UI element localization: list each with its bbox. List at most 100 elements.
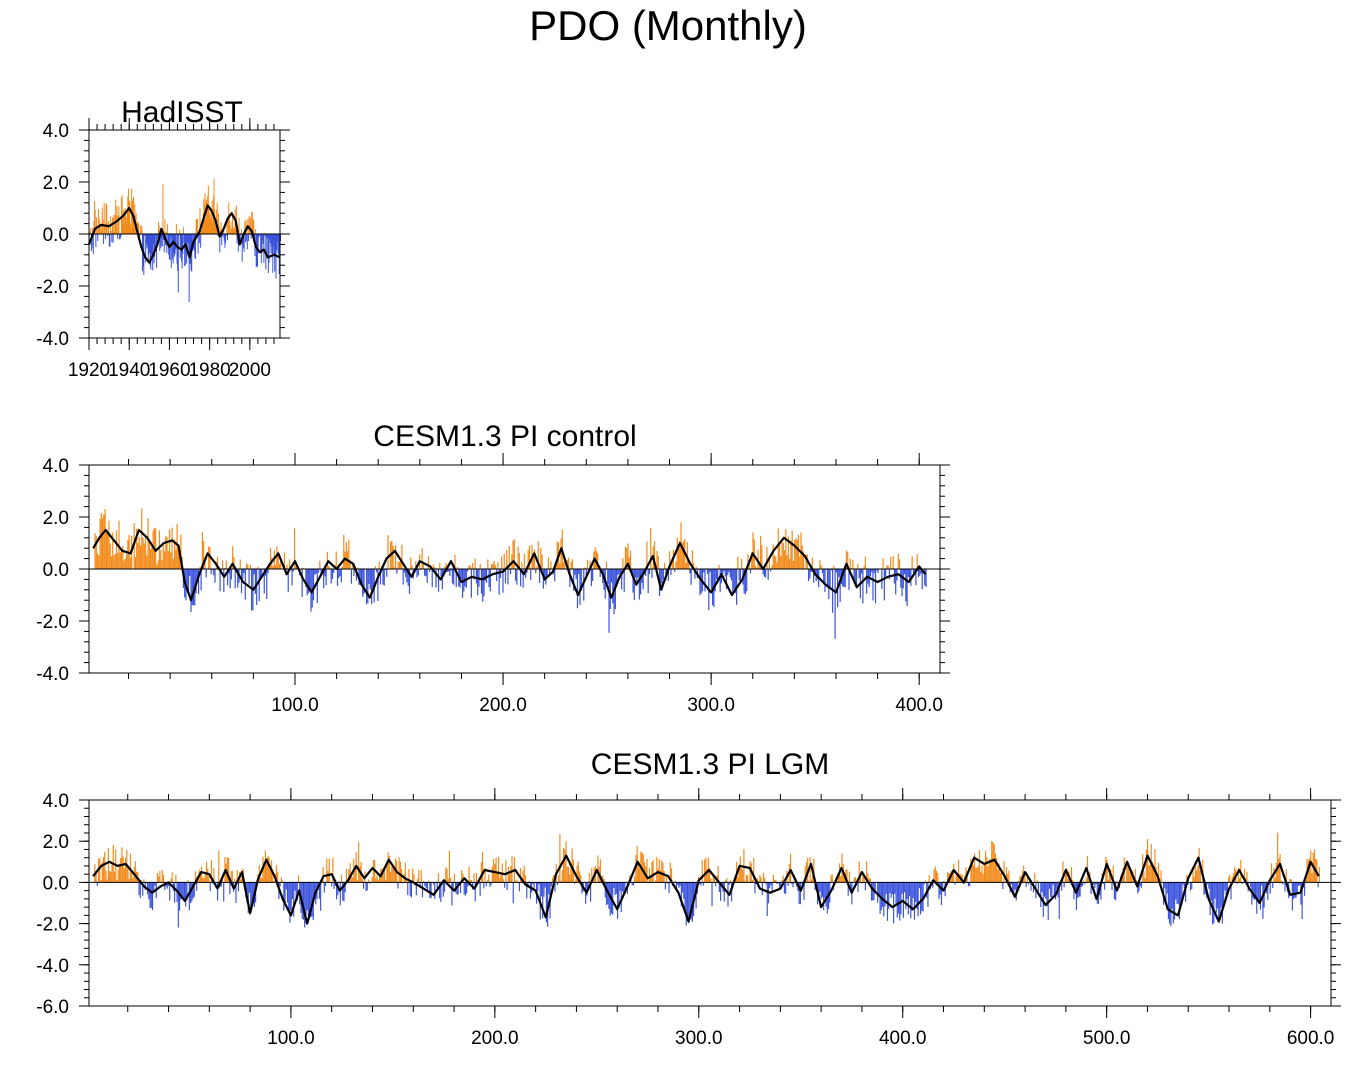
negative-bar bbox=[631, 882, 633, 886]
negative-bar bbox=[417, 569, 419, 576]
positive-bar bbox=[319, 560, 321, 569]
positive-bar bbox=[201, 532, 203, 569]
negative-bar bbox=[313, 882, 316, 900]
positive-bar bbox=[109, 543, 111, 569]
negative-bar bbox=[728, 569, 730, 573]
positive-bar bbox=[532, 552, 534, 569]
negative-bar bbox=[407, 569, 409, 586]
positive-bar bbox=[657, 868, 659, 883]
negative-bar bbox=[575, 569, 577, 580]
positive-bar bbox=[799, 556, 801, 569]
negative-bar bbox=[862, 569, 864, 604]
negative-bar bbox=[455, 569, 457, 588]
negative-bar bbox=[1218, 882, 1220, 919]
negative-bar bbox=[1056, 882, 1058, 890]
positive-bar bbox=[435, 881, 437, 883]
negative-bar bbox=[262, 234, 264, 244]
negative-bar bbox=[516, 569, 518, 585]
positive-bar bbox=[121, 195, 123, 234]
negative-bar bbox=[248, 569, 250, 585]
negative-bar bbox=[668, 882, 670, 893]
negative-bar bbox=[311, 569, 313, 608]
positive-bar bbox=[972, 865, 974, 883]
negative-bar bbox=[550, 882, 552, 887]
negative-bar bbox=[1187, 882, 1189, 885]
positive-bar bbox=[580, 875, 582, 883]
positive-bar bbox=[597, 855, 599, 883]
negative-bar bbox=[305, 569, 307, 587]
positive-bar bbox=[674, 880, 676, 883]
negative-bar bbox=[382, 569, 384, 585]
negative-bar bbox=[330, 569, 332, 584]
negative-bar bbox=[1172, 882, 1174, 924]
positive-bar bbox=[748, 562, 750, 569]
negative-bar bbox=[197, 234, 199, 254]
positive-bar bbox=[218, 213, 220, 234]
positive-bar bbox=[502, 879, 505, 883]
positive-bar bbox=[805, 861, 808, 883]
negative-bar bbox=[636, 569, 638, 586]
negative-bar bbox=[1164, 882, 1166, 889]
negative-bar bbox=[150, 234, 152, 255]
negative-bar bbox=[548, 882, 550, 895]
positive-bar bbox=[134, 557, 137, 569]
positive-bar bbox=[170, 552, 172, 569]
negative-bar bbox=[498, 569, 500, 595]
negative-bar bbox=[279, 882, 281, 887]
positive-bar bbox=[214, 209, 216, 234]
positive-bar bbox=[981, 865, 983, 883]
positive-bar bbox=[249, 217, 251, 234]
negative-bar bbox=[1208, 882, 1210, 889]
positive-bar bbox=[128, 878, 130, 883]
positive-bar bbox=[96, 553, 99, 569]
negative-bar bbox=[872, 569, 874, 601]
negative-bar bbox=[1012, 882, 1014, 890]
negative-bar bbox=[1051, 882, 1053, 898]
plot-frame bbox=[88, 799, 1332, 1007]
negative-bar bbox=[522, 569, 524, 588]
positive-bar bbox=[461, 870, 463, 883]
negative-bar bbox=[230, 569, 233, 580]
positive-bar bbox=[112, 217, 113, 234]
positive-bar bbox=[897, 553, 899, 569]
negative-bar bbox=[714, 569, 716, 592]
positive-bar bbox=[235, 229, 237, 234]
negative-bar bbox=[227, 569, 229, 586]
negative-bar bbox=[904, 882, 906, 893]
positive-bar bbox=[236, 869, 238, 883]
negative-bar bbox=[535, 569, 537, 574]
positive-bar bbox=[327, 871, 329, 883]
positive-bar bbox=[140, 880, 143, 883]
negative-bar bbox=[623, 569, 625, 592]
negative-bar bbox=[604, 882, 606, 898]
negative-bar bbox=[1262, 882, 1264, 919]
negative-bar bbox=[154, 882, 156, 886]
negative-bar bbox=[723, 882, 725, 902]
negative-bar bbox=[1040, 882, 1042, 908]
negative-bar bbox=[250, 234, 252, 239]
negative-bar bbox=[363, 569, 365, 594]
positive-bar bbox=[104, 226, 106, 234]
positive-bar bbox=[605, 561, 608, 569]
negative-bar bbox=[237, 234, 239, 252]
positive-bar bbox=[382, 872, 384, 883]
negative-bar bbox=[1252, 882, 1254, 899]
negative-bar bbox=[712, 569, 714, 606]
positive-bar bbox=[666, 876, 668, 883]
negative-bar bbox=[1236, 882, 1238, 885]
negative-bar bbox=[777, 882, 779, 884]
positive-bar bbox=[634, 876, 636, 883]
negative-bar bbox=[721, 882, 723, 885]
positive-bar bbox=[377, 880, 379, 883]
negative-bar bbox=[478, 882, 480, 884]
positive-bar bbox=[670, 868, 673, 883]
negative-bar bbox=[861, 569, 863, 574]
positive-bar bbox=[350, 876, 352, 883]
negative-bar bbox=[778, 882, 781, 889]
positive-bar bbox=[297, 875, 300, 883]
positive-bar bbox=[1194, 866, 1197, 883]
negative-bar bbox=[830, 569, 832, 571]
negative-bar bbox=[286, 882, 289, 903]
positive-bar bbox=[113, 555, 115, 569]
y-tick-label: -4.0 bbox=[36, 329, 69, 350]
